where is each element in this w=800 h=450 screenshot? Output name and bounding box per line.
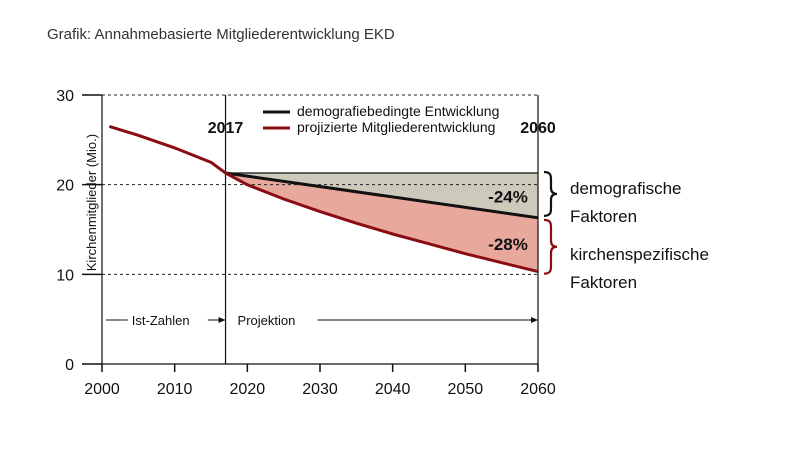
demografic-brace — [543, 170, 558, 217]
marker-label-2060: 2060 — [520, 120, 556, 137]
y-tick-label: 20 — [56, 178, 74, 195]
marker-label-2017: 2017 — [208, 120, 244, 137]
chart-caption: Grafik: Annahmebasierte Mitgliederentwic… — [47, 26, 395, 43]
church-factor-band — [225, 173, 539, 272]
legend: demografiebedingte Entwicklungprojiziert… — [263, 103, 499, 135]
x-tick-label: 2030 — [302, 381, 338, 398]
arrow-head-icon — [531, 317, 538, 323]
year-markers: 2017 2060 — [208, 95, 556, 364]
arrow-head-icon — [218, 317, 226, 323]
y-axis-label: Kirchenmitglieder (Mio.) — [84, 134, 99, 271]
church-brace — [543, 218, 558, 275]
series-line-demografic — [225, 171, 539, 220]
x-tick-label: 2040 — [375, 381, 411, 398]
x-tick-label: 2010 — [157, 381, 193, 398]
x-tick-label: 2050 — [448, 381, 484, 398]
demografic-side-label-line1: demografische — [570, 179, 682, 198]
demografic-side-label-line2: Faktoren — [570, 207, 637, 226]
x-tick-label: 2060 — [520, 381, 556, 398]
x-tick-label: 2020 — [230, 381, 266, 398]
phase-label: Ist-Zahlen — [132, 313, 190, 328]
church-side-label-line1: kirchenspezifische — [570, 245, 709, 264]
phase-label: Projektion — [238, 313, 296, 328]
y-axis-ticks: 0 10 20 30 — [56, 88, 102, 374]
x-tick-label: 2000 — [84, 381, 120, 398]
church-side-label-line2: Faktoren — [570, 273, 637, 292]
x-axis-ticks: 2000 2010 2020 2030 2040 2050 2060 — [84, 364, 556, 398]
legend-entry: projizierte Mitgliederentwicklung — [297, 119, 495, 135]
grid-lines — [102, 94, 538, 275]
y-tick-label: 10 — [56, 267, 74, 284]
series-line-projected — [108, 124, 539, 274]
demografic-percent-label: -24% — [488, 187, 528, 206]
y-tick-label: 30 — [56, 88, 74, 105]
church-percent-label: -28% — [488, 235, 528, 254]
legend-entry: demografiebedingte Entwicklung — [297, 103, 499, 119]
y-tick-label: 0 — [65, 357, 74, 374]
phase-arrows: Ist-Zahlen Projektion — [106, 313, 538, 328]
